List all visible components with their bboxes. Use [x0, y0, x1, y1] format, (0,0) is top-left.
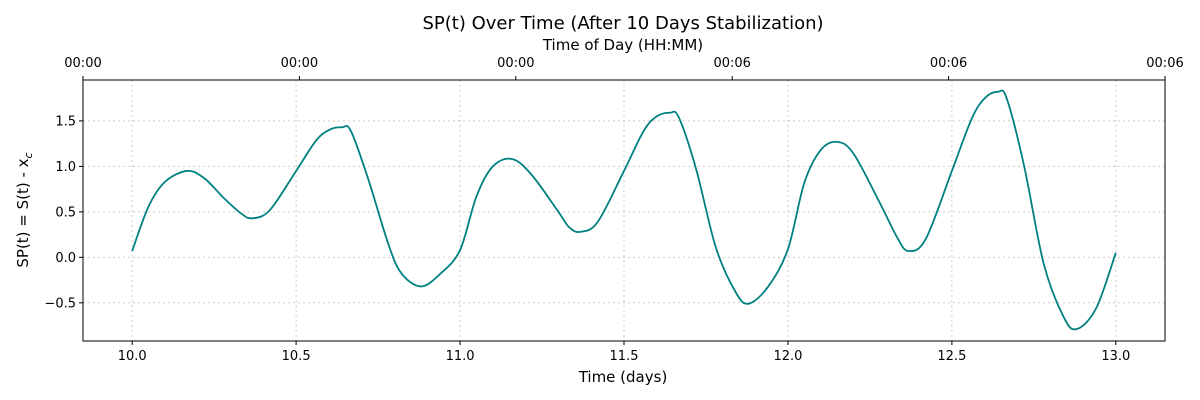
x-tick-label: 11.5 [610, 349, 639, 364]
y-tick-label: 1.0 [55, 160, 76, 175]
top-tick-label: 00:00 [497, 56, 534, 71]
top-tick-label: 00:06 [713, 56, 750, 71]
x-tick-label: 10.0 [118, 349, 147, 364]
series-group [131, 89, 1117, 331]
top-axis-ticks: 00:00 00:00 00:00 00:06 00:06 00:06 [64, 56, 1184, 80]
x-tick-label: 12.5 [937, 349, 966, 364]
y-axis-label: SP(t) = S(t) - xc [14, 152, 35, 267]
y-tick-label: 0.5 [55, 205, 76, 220]
top-x-axis-label: Time of Day (HH:MM) [542, 36, 703, 54]
chart-title: SP(t) Over Time (After 10 Days Stabiliza… [422, 13, 823, 34]
x-tick-label: 13.0 [1101, 349, 1130, 364]
y-axis-label-subscript: c [22, 152, 35, 158]
y-axis-ticks: −0.5 0.0 0.5 1.0 1.5 [44, 114, 83, 311]
top-tick-label: 00:06 [930, 56, 967, 71]
x-axis-label: Time (days) [578, 368, 668, 386]
y-tick-label: −0.5 [44, 296, 76, 311]
x-tick-label: 11.0 [446, 349, 475, 364]
x-axis-ticks: 10.0 10.5 11.0 11.5 12.0 12.5 13.0 [118, 341, 1130, 364]
top-tick-label: 00:00 [64, 56, 101, 71]
y-axis-label-main: SP(t) = S(t) - x [14, 158, 32, 267]
y-tick-label: 1.5 [55, 114, 76, 129]
top-tick-label: 00:06 [1146, 56, 1183, 71]
y-tick-label: 0.0 [55, 251, 76, 266]
x-tick-label: 10.5 [282, 349, 311, 364]
grid [83, 80, 1165, 341]
top-tick-label: 00:00 [281, 56, 318, 71]
series-line [131, 89, 1117, 331]
x-tick-label: 12.0 [773, 349, 802, 364]
